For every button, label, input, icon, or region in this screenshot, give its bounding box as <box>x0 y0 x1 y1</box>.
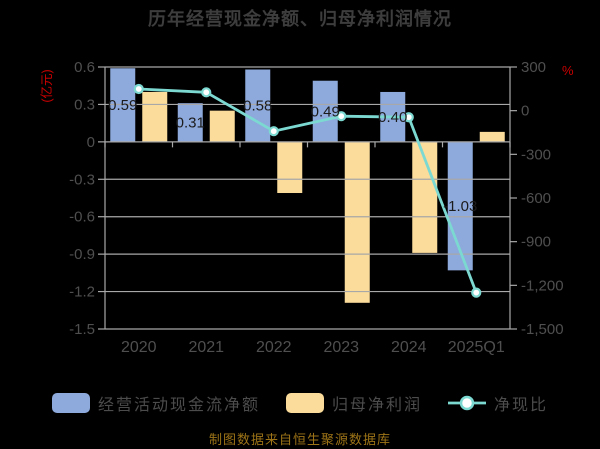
bar-cash-2020[interactable] <box>110 68 136 142</box>
legend-line-marker-icon <box>448 395 486 411</box>
left-axis-tick-label: -0.9 <box>69 246 95 263</box>
bar-value-label: 0.49 <box>311 103 340 120</box>
bar-value-label: 0.31 <box>176 115 205 132</box>
bar-profit-2022[interactable] <box>277 141 303 194</box>
bar-profit-2025Q1[interactable] <box>479 131 505 142</box>
left-axis-tick-label: 0.6 <box>74 59 95 76</box>
legend-label: 净现比 <box>494 397 549 414</box>
bar-profit-2023[interactable] <box>344 141 370 303</box>
left-axis-tick-label: 0.3 <box>74 96 95 113</box>
ratio-line <box>138 87 478 294</box>
legend-item-2[interactable]: 净现比 <box>448 391 548 415</box>
x-axis-label: 2022 <box>256 339 292 356</box>
ratio-marker-2023[interactable] <box>336 111 347 122</box>
legend-label: 经营活动现金流净额 <box>97 397 260 414</box>
left-axis-tick-label: -1.5 <box>69 321 95 338</box>
bar-value-label: -1.03 <box>443 198 477 215</box>
bar-cash-2021[interactable] <box>177 103 203 142</box>
legend-swatch-icon <box>285 393 324 413</box>
right-axis-tick-label: -1,500 <box>521 321 564 338</box>
left-axis-tick-label: -0.6 <box>69 209 95 226</box>
legend-swatch-icon <box>51 393 90 413</box>
right-axis-tick-label: -600 <box>521 190 551 207</box>
right-axis-tick-label: 0 <box>521 103 529 120</box>
left-axis-tick-label: 0 <box>87 134 95 151</box>
right-axis-tick-label: -900 <box>521 234 551 251</box>
ratio-marker-2020[interactable] <box>133 83 144 95</box>
right-axis-tick-label: 300 <box>521 59 546 76</box>
left-axis-unit: (亿元) <box>39 69 54 102</box>
x-axis-label: 2024 <box>391 339 427 356</box>
legend-item-0[interactable]: 经营活动现金流净额 <box>51 391 260 415</box>
left-axis-tick-label: -0.3 <box>69 171 95 188</box>
bar-value-label: 0.40 <box>378 109 407 126</box>
legend-item-1[interactable]: 归母净利润 <box>285 391 422 415</box>
x-axis-label: 2020 <box>121 339 157 356</box>
bar-profit-2020[interactable] <box>142 91 168 142</box>
ratio-marker-2024[interactable] <box>403 112 414 123</box>
ratio-marker-2021[interactable] <box>201 87 212 98</box>
bar-cash-2022[interactable] <box>245 69 271 142</box>
right-axis-unit: % <box>562 63 574 78</box>
ratio-marker-2022[interactable] <box>268 126 279 137</box>
bar-cash-2023[interactable] <box>312 80 338 142</box>
bar-profit-2021[interactable] <box>209 110 235 142</box>
chart-plot: 0.6 0.3 0 -0.3 -0.6 -0.9 -1.2 -1.5 300 0 -300 -600 -… <box>39 59 574 356</box>
x-axis-label: 2023 <box>323 339 359 356</box>
right-axis-tick-label: -300 <box>521 146 551 163</box>
source-note: 制图数据来自恒生聚源数据库 <box>208 432 391 447</box>
left-axis-tick-label: -1.2 <box>69 284 95 301</box>
bar-value-label: 0.59 <box>108 97 137 114</box>
x-axis-label: 2021 <box>188 339 224 356</box>
ratio-marker-2025Q1[interactable] <box>471 287 482 298</box>
legend: 经营活动现金流净额 归母净利润 净现比 <box>0 391 600 415</box>
bar-value-label: 0.58 <box>243 98 272 115</box>
right-axis-tick-label: -1,200 <box>521 277 564 294</box>
chart-title: 历年经营现金净额、归母净利润情况 <box>148 9 452 29</box>
legend-label: 归母净利润 <box>331 397 422 414</box>
x-axis-label: 2025Q1 <box>448 339 505 356</box>
